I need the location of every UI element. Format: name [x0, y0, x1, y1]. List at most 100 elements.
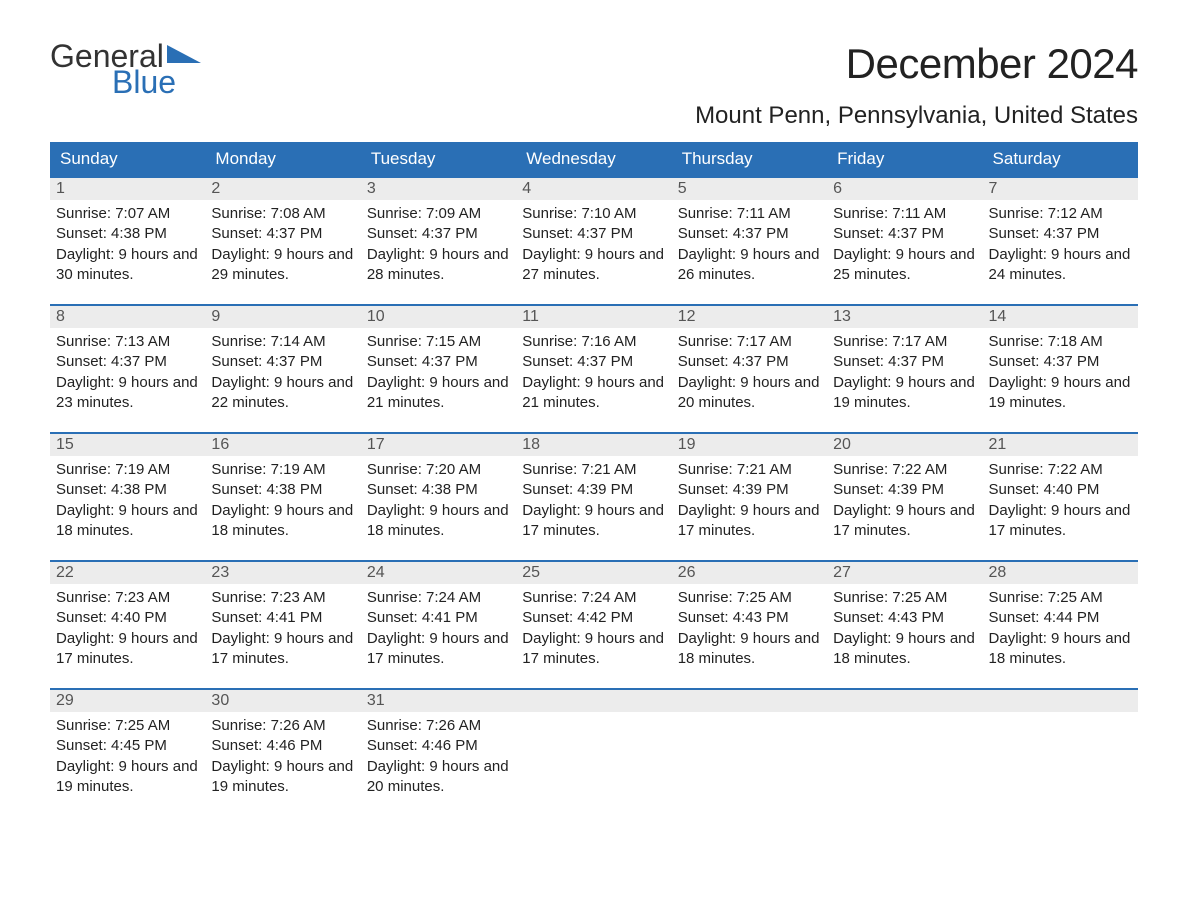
- day-number-empty: [516, 690, 671, 712]
- day-wrap: 2Sunrise: 7:08 AMSunset: 4:37 PMDaylight…: [205, 176, 360, 295]
- day-wrap: 8Sunrise: 7:13 AMSunset: 4:37 PMDaylight…: [50, 304, 205, 423]
- day-body: Sunrise: 7:21 AMSunset: 4:39 PMDaylight:…: [672, 456, 827, 551]
- sunrise-text: Sunrise: 7:18 AM: [989, 332, 1132, 352]
- day-wrap: 26Sunrise: 7:25 AMSunset: 4:43 PMDayligh…: [672, 560, 827, 679]
- page-header: General Blue December 2024 Mount Penn, P…: [50, 40, 1138, 130]
- day-number: 6: [827, 178, 982, 200]
- day-wrap-empty: [983, 688, 1138, 712]
- day-body: Sunrise: 7:11 AMSunset: 4:37 PMDaylight:…: [827, 200, 982, 295]
- sunrise-text: Sunrise: 7:13 AM: [56, 332, 199, 352]
- day-wrap: 24Sunrise: 7:24 AMSunset: 4:41 PMDayligh…: [361, 560, 516, 679]
- calendar-cell: 19Sunrise: 7:21 AMSunset: 4:39 PMDayligh…: [672, 432, 827, 560]
- day-wrap: 10Sunrise: 7:15 AMSunset: 4:37 PMDayligh…: [361, 304, 516, 423]
- weekday-header: Monday: [205, 142, 360, 176]
- weekday-header: Friday: [827, 142, 982, 176]
- sunset-text: Sunset: 4:37 PM: [833, 224, 976, 244]
- calendar-cell: [827, 688, 982, 816]
- calendar-cell: 22Sunrise: 7:23 AMSunset: 4:40 PMDayligh…: [50, 560, 205, 688]
- day-body: Sunrise: 7:16 AMSunset: 4:37 PMDaylight:…: [516, 328, 671, 423]
- day-body: Sunrise: 7:22 AMSunset: 4:39 PMDaylight:…: [827, 456, 982, 551]
- sunset-text: Sunset: 4:43 PM: [678, 608, 821, 628]
- day-wrap: 19Sunrise: 7:21 AMSunset: 4:39 PMDayligh…: [672, 432, 827, 551]
- sunset-text: Sunset: 4:38 PM: [56, 224, 199, 244]
- day-wrap: 14Sunrise: 7:18 AMSunset: 4:37 PMDayligh…: [983, 304, 1138, 423]
- location-subtitle: Mount Penn, Pennsylvania, United States: [695, 102, 1138, 130]
- day-body: Sunrise: 7:25 AMSunset: 4:45 PMDaylight:…: [50, 712, 205, 807]
- day-wrap: 7Sunrise: 7:12 AMSunset: 4:37 PMDaylight…: [983, 176, 1138, 295]
- sunset-text: Sunset: 4:45 PM: [56, 736, 199, 756]
- sunset-text: Sunset: 4:44 PM: [989, 608, 1132, 628]
- daylight-text: Daylight: 9 hours and 21 minutes.: [367, 373, 510, 414]
- day-body: Sunrise: 7:19 AMSunset: 4:38 PMDaylight:…: [50, 456, 205, 551]
- calendar-cell: 25Sunrise: 7:24 AMSunset: 4:42 PMDayligh…: [516, 560, 671, 688]
- sunrise-text: Sunrise: 7:22 AM: [989, 460, 1132, 480]
- calendar-cell: 2Sunrise: 7:08 AMSunset: 4:37 PMDaylight…: [205, 176, 360, 304]
- day-number: 7: [983, 178, 1138, 200]
- sunrise-text: Sunrise: 7:15 AM: [367, 332, 510, 352]
- day-wrap: 11Sunrise: 7:16 AMSunset: 4:37 PMDayligh…: [516, 304, 671, 423]
- calendar-cell: 4Sunrise: 7:10 AMSunset: 4:37 PMDaylight…: [516, 176, 671, 304]
- sunrise-text: Sunrise: 7:17 AM: [833, 332, 976, 352]
- day-number: 22: [50, 562, 205, 584]
- day-number: 15: [50, 434, 205, 456]
- day-number: 5: [672, 178, 827, 200]
- daylight-text: Daylight: 9 hours and 17 minutes.: [989, 501, 1132, 542]
- sunset-text: Sunset: 4:37 PM: [678, 352, 821, 372]
- day-number: 27: [827, 562, 982, 584]
- day-number: 4: [516, 178, 671, 200]
- logo: General Blue: [50, 40, 201, 98]
- daylight-text: Daylight: 9 hours and 18 minutes.: [833, 629, 976, 670]
- day-wrap: 17Sunrise: 7:20 AMSunset: 4:38 PMDayligh…: [361, 432, 516, 551]
- day-body: Sunrise: 7:17 AMSunset: 4:37 PMDaylight:…: [672, 328, 827, 423]
- day-number: 9: [205, 306, 360, 328]
- day-wrap: 20Sunrise: 7:22 AMSunset: 4:39 PMDayligh…: [827, 432, 982, 551]
- calendar-cell: 10Sunrise: 7:15 AMSunset: 4:37 PMDayligh…: [361, 304, 516, 432]
- day-body: Sunrise: 7:19 AMSunset: 4:38 PMDaylight:…: [205, 456, 360, 551]
- day-number: 11: [516, 306, 671, 328]
- sunset-text: Sunset: 4:39 PM: [678, 480, 821, 500]
- day-number: 12: [672, 306, 827, 328]
- title-block: December 2024 Mount Penn, Pennsylvania, …: [695, 40, 1138, 130]
- sunset-text: Sunset: 4:37 PM: [833, 352, 976, 372]
- sunset-text: Sunset: 4:37 PM: [522, 224, 665, 244]
- day-body: Sunrise: 7:09 AMSunset: 4:37 PMDaylight:…: [361, 200, 516, 295]
- day-wrap: 13Sunrise: 7:17 AMSunset: 4:37 PMDayligh…: [827, 304, 982, 423]
- calendar-row: 8Sunrise: 7:13 AMSunset: 4:37 PMDaylight…: [50, 304, 1138, 432]
- day-wrap: 9Sunrise: 7:14 AMSunset: 4:37 PMDaylight…: [205, 304, 360, 423]
- daylight-text: Daylight: 9 hours and 18 minutes.: [989, 629, 1132, 670]
- day-body: Sunrise: 7:14 AMSunset: 4:37 PMDaylight:…: [205, 328, 360, 423]
- daylight-text: Daylight: 9 hours and 20 minutes.: [678, 373, 821, 414]
- day-body: Sunrise: 7:11 AMSunset: 4:37 PMDaylight:…: [672, 200, 827, 295]
- day-body: Sunrise: 7:20 AMSunset: 4:38 PMDaylight:…: [361, 456, 516, 551]
- sunrise-text: Sunrise: 7:26 AM: [211, 716, 354, 736]
- daylight-text: Daylight: 9 hours and 18 minutes.: [56, 501, 199, 542]
- calendar-cell: 8Sunrise: 7:13 AMSunset: 4:37 PMDaylight…: [50, 304, 205, 432]
- calendar-cell: [672, 688, 827, 816]
- daylight-text: Daylight: 9 hours and 22 minutes.: [211, 373, 354, 414]
- calendar-row: 1Sunrise: 7:07 AMSunset: 4:38 PMDaylight…: [50, 176, 1138, 304]
- day-body: Sunrise: 7:26 AMSunset: 4:46 PMDaylight:…: [205, 712, 360, 807]
- daylight-text: Daylight: 9 hours and 18 minutes.: [211, 501, 354, 542]
- sunrise-text: Sunrise: 7:08 AM: [211, 204, 354, 224]
- calendar-cell: 9Sunrise: 7:14 AMSunset: 4:37 PMDaylight…: [205, 304, 360, 432]
- calendar-cell: 20Sunrise: 7:22 AMSunset: 4:39 PMDayligh…: [827, 432, 982, 560]
- day-body: Sunrise: 7:10 AMSunset: 4:37 PMDaylight:…: [516, 200, 671, 295]
- day-body: Sunrise: 7:22 AMSunset: 4:40 PMDaylight:…: [983, 456, 1138, 551]
- daylight-text: Daylight: 9 hours and 17 minutes.: [367, 629, 510, 670]
- daylight-text: Daylight: 9 hours and 23 minutes.: [56, 373, 199, 414]
- day-body: Sunrise: 7:18 AMSunset: 4:37 PMDaylight:…: [983, 328, 1138, 423]
- sunset-text: Sunset: 4:37 PM: [367, 224, 510, 244]
- daylight-text: Daylight: 9 hours and 18 minutes.: [367, 501, 510, 542]
- daylight-text: Daylight: 9 hours and 21 minutes.: [522, 373, 665, 414]
- calendar-cell: 16Sunrise: 7:19 AMSunset: 4:38 PMDayligh…: [205, 432, 360, 560]
- calendar-cell: 7Sunrise: 7:12 AMSunset: 4:37 PMDaylight…: [983, 176, 1138, 304]
- day-number-empty: [827, 690, 982, 712]
- day-body: Sunrise: 7:15 AMSunset: 4:37 PMDaylight:…: [361, 328, 516, 423]
- weekday-header-row: Sunday Monday Tuesday Wednesday Thursday…: [50, 142, 1138, 176]
- calendar-cell: 5Sunrise: 7:11 AMSunset: 4:37 PMDaylight…: [672, 176, 827, 304]
- sunrise-text: Sunrise: 7:07 AM: [56, 204, 199, 224]
- sunset-text: Sunset: 4:37 PM: [522, 352, 665, 372]
- day-number: 2: [205, 178, 360, 200]
- sunset-text: Sunset: 4:41 PM: [211, 608, 354, 628]
- calendar-cell: 26Sunrise: 7:25 AMSunset: 4:43 PMDayligh…: [672, 560, 827, 688]
